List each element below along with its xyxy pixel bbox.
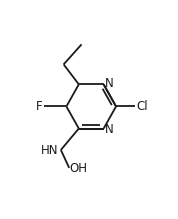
- Text: HN: HN: [41, 144, 59, 157]
- Text: OH: OH: [70, 162, 88, 175]
- Text: F: F: [36, 100, 43, 113]
- Text: N: N: [105, 77, 114, 90]
- Text: Cl: Cl: [137, 100, 148, 113]
- Text: N: N: [105, 123, 114, 136]
